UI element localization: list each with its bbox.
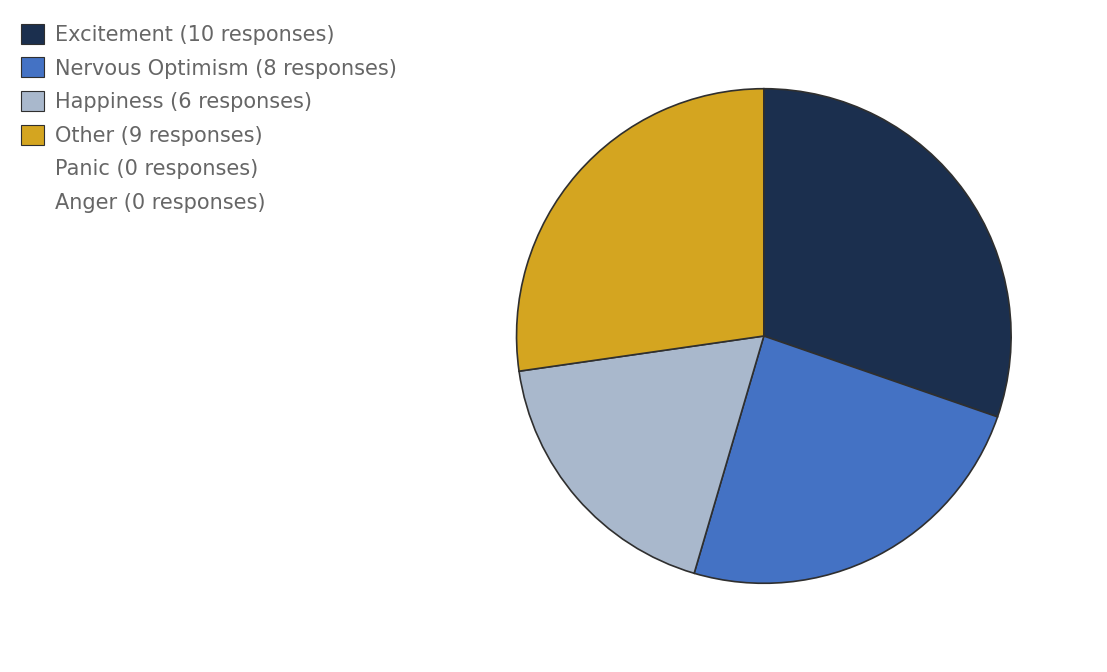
Wedge shape <box>519 336 764 573</box>
Wedge shape <box>517 89 764 371</box>
Wedge shape <box>764 89 1011 417</box>
Legend: Excitement (10 responses), Nervous Optimism (8 responses), Happiness (6 response: Excitement (10 responses), Nervous Optim… <box>21 24 396 213</box>
Wedge shape <box>694 336 997 583</box>
